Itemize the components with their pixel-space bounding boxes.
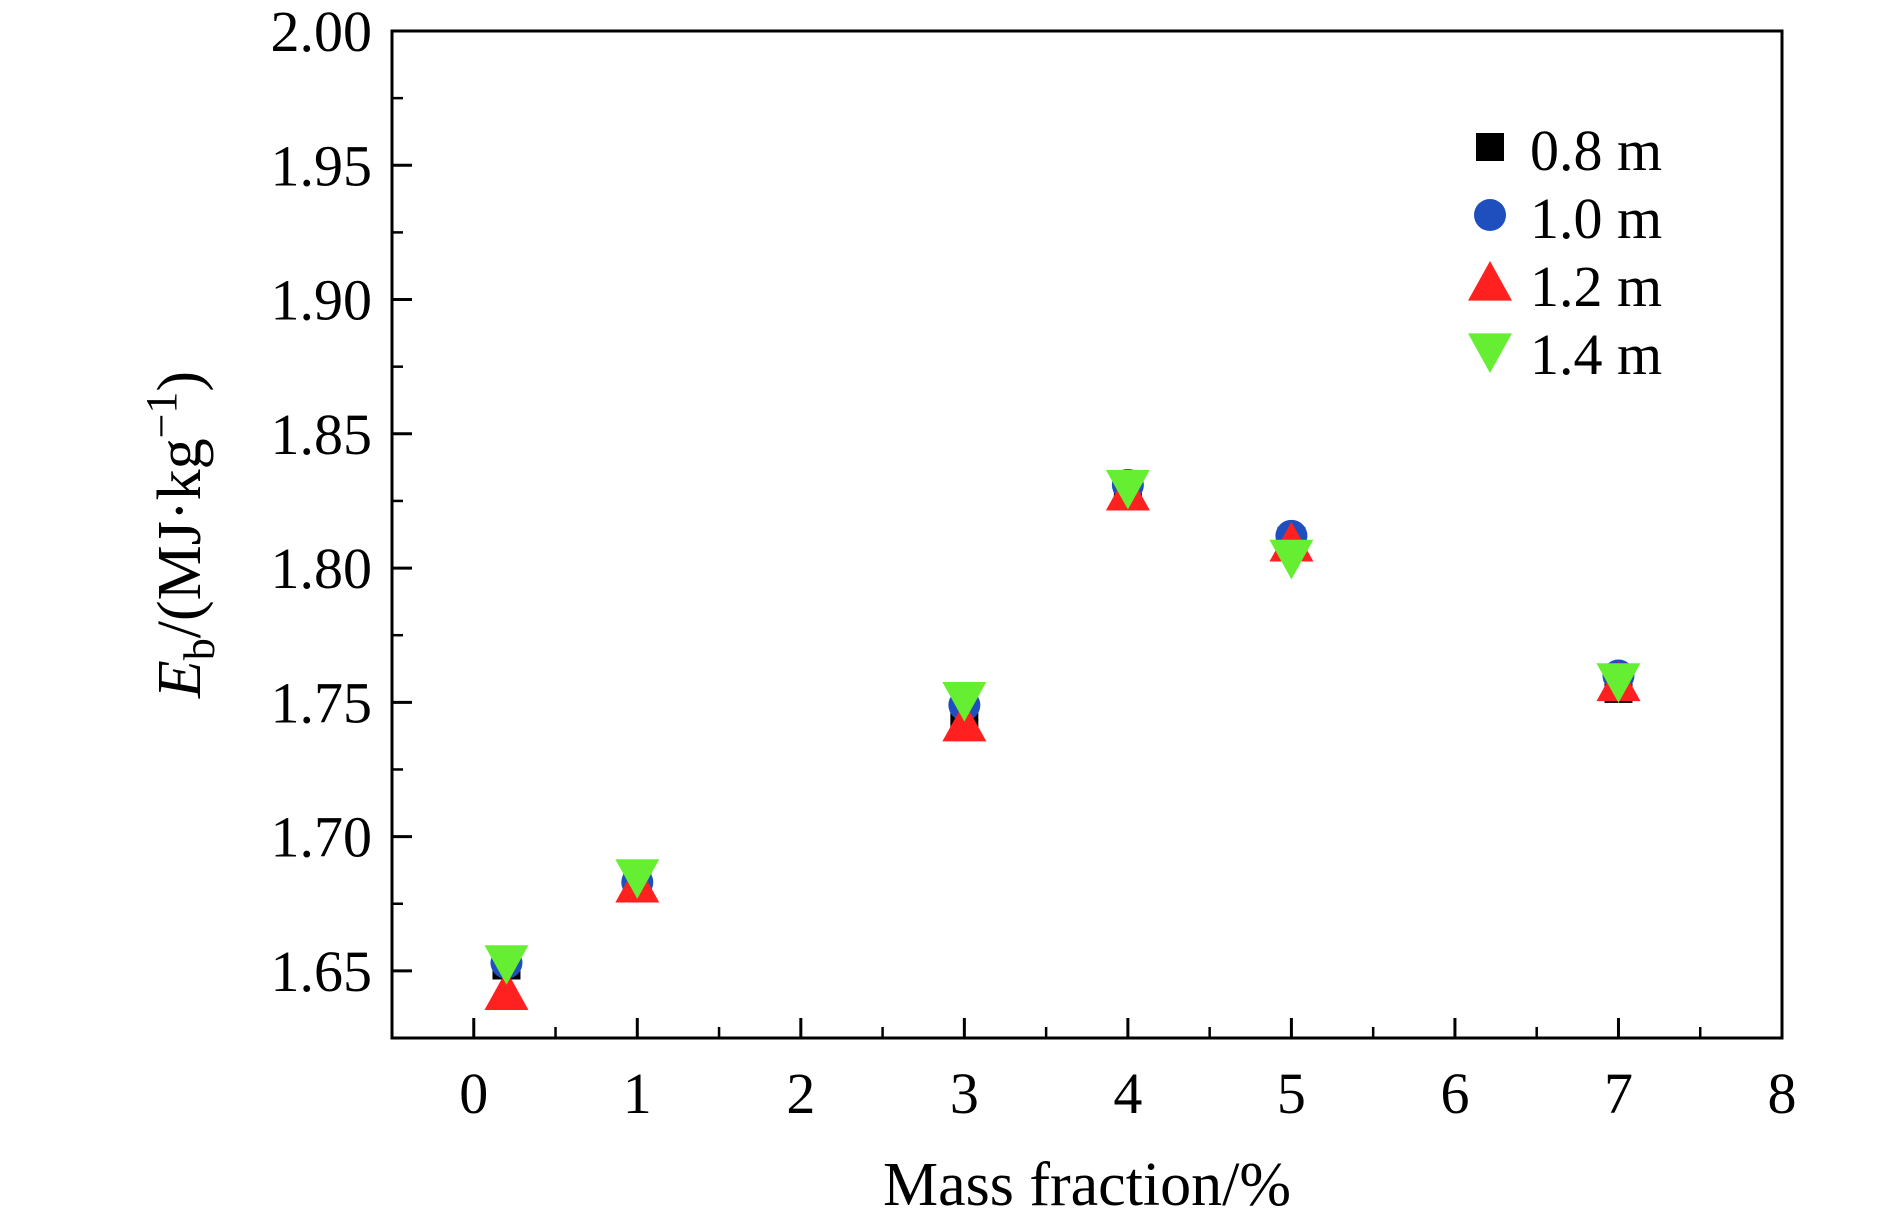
x-tick-label: 5 <box>1277 1061 1306 1126</box>
x-tick-label: 3 <box>950 1061 979 1126</box>
x-tick-label: 6 <box>1440 1061 1469 1126</box>
axis-ticks <box>390 29 1784 1038</box>
x-tick-label: 1 <box>623 1061 652 1126</box>
data-points <box>484 468 1641 1010</box>
x-tick-label: 7 <box>1604 1061 1633 1126</box>
x-axis-title: Mass fraction/% <box>883 1151 1291 1215</box>
y-tick-label: 1.75 <box>271 670 373 735</box>
y-tick-label: 1.90 <box>271 268 373 333</box>
legend-marker <box>1474 199 1506 231</box>
legend-label: 1.2 m <box>1530 254 1662 319</box>
legend-label: 0.8 m <box>1530 118 1662 183</box>
x-tick-label: 4 <box>1113 1061 1142 1126</box>
data-point <box>1596 663 1641 703</box>
y-axis-title: Eb/(MJ·kg−1) <box>137 371 224 699</box>
series-3 <box>484 469 1641 985</box>
y-tick-label: 1.95 <box>271 133 373 198</box>
y-tick-label: 1.70 <box>271 805 373 870</box>
y-axis-title-unit: /(MJ·kg <box>146 438 214 638</box>
y-tick-label: 1.80 <box>271 536 373 601</box>
data-point <box>484 970 529 1010</box>
legend-label: 1.0 m <box>1530 186 1662 251</box>
y-tick-label: 1.85 <box>271 402 373 467</box>
tick-labels: 0 1 2 3 4 5 6 7 8 1.65 1.70 1.75 1.80 1.85 1.90 1.95 2.0… <box>271 0 1797 1126</box>
y-axis-title-sup: −1 <box>137 392 186 439</box>
legend-marker <box>1468 261 1512 301</box>
legend-label: 1.4 m <box>1530 322 1662 387</box>
plot-frame <box>390 29 1784 1040</box>
legend-marker <box>1468 333 1512 373</box>
y-axis-title-close: ) <box>146 371 214 392</box>
y-axis-title-sub: b <box>175 638 224 660</box>
x-tick-label: 8 <box>1768 1061 1797 1126</box>
y-axis-title-var: E <box>146 660 214 699</box>
data-point <box>615 859 660 899</box>
x-tick-label: 0 <box>459 1061 488 1126</box>
data-point <box>1269 539 1314 580</box>
data-point <box>942 682 987 722</box>
y-tick-label: 2.00 <box>271 0 373 64</box>
x-tick-label: 2 <box>786 1061 815 1126</box>
legend: 0.8 m1.0 m1.2 m1.4 m <box>1468 118 1662 387</box>
data-point <box>484 945 529 985</box>
data-point <box>1105 469 1150 510</box>
y-tick-label: 1.65 <box>271 939 373 1004</box>
legend-marker <box>1476 133 1504 161</box>
